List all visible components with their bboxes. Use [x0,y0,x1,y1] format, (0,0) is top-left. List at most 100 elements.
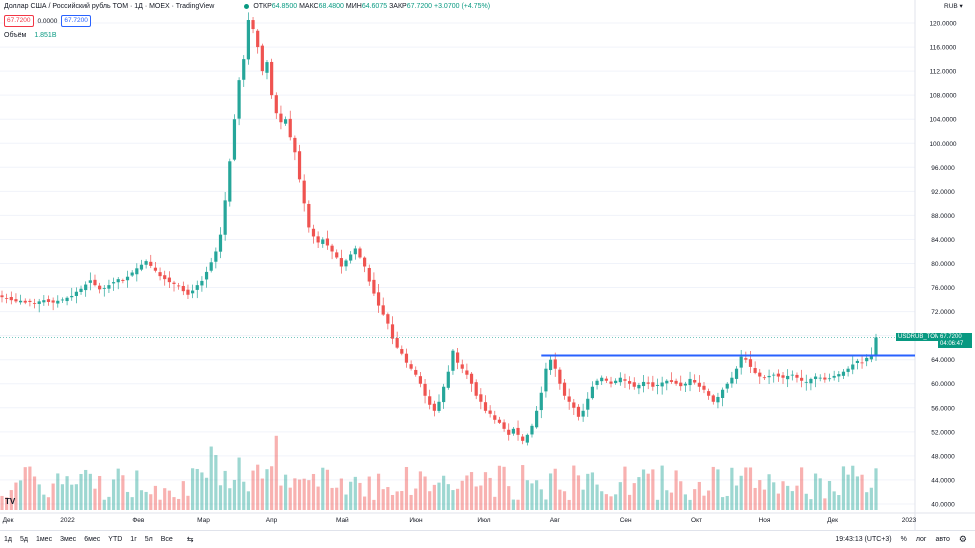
currency-selector[interactable]: RUB ▾ [944,3,963,10]
volume-bar [855,476,860,510]
volume-bar [428,491,432,510]
timeframe-5d[interactable]: 5д [19,536,28,543]
candle-body [846,368,850,372]
volume-bar [149,494,153,510]
clock[interactable]: 19:43:13 (UTC+3) [835,536,892,543]
candle-body [530,425,534,435]
y-tick-label: 92.0000 [931,189,955,196]
candle-body [42,300,46,303]
volume-bar [720,497,725,510]
volume-bar [18,480,23,510]
timeframe-all[interactable]: Все [160,536,173,543]
candle-body [628,381,632,384]
volume-bar [256,464,260,510]
timeframe-1y[interactable]: 1г [130,536,137,543]
x-tick-label: Мар [197,517,210,524]
volume-bar [191,468,195,510]
volume-bar [330,487,334,510]
candle-body [404,353,409,363]
candle-body [125,276,130,281]
sell-button[interactable]: 67.7200 [4,15,34,27]
volume-bar [790,491,794,510]
volume-bar [228,488,232,510]
candle-body [744,358,748,360]
timeframe-ytd[interactable]: YTD [108,536,123,543]
candle-body [674,380,678,384]
auto-toggle[interactable]: авто [935,536,950,543]
candle-body [832,375,836,378]
volume-bar [786,485,790,510]
volume-bar [632,483,636,510]
volume-bar [841,466,846,510]
candle-body [107,285,111,289]
buy-button[interactable]: 67.7200 [61,15,91,27]
volume-bar [511,499,515,510]
volume-bar [497,465,502,510]
volume-bar [535,480,539,510]
volume-bar [711,466,715,510]
candle-body [660,382,664,387]
volume-bar [525,480,529,510]
volume-bar [404,466,409,510]
candle-body [804,381,808,383]
candle-body [502,422,506,429]
timeframe-1d[interactable]: 1д [4,536,12,543]
volume-bar [367,476,371,510]
volume-bar [548,473,553,510]
percent-toggle[interactable]: % [900,536,907,543]
y-tick-label: 88.0000 [931,213,955,220]
volume-bar [451,490,455,510]
volume-bar [442,475,446,510]
candle-body [163,275,167,280]
candle-body [800,377,804,381]
timeframe-1m[interactable]: 1мес [35,536,53,543]
volume-bar [679,481,683,510]
candle-body [372,279,376,294]
volume-bar [344,494,348,510]
candle-body [604,378,608,381]
volume-bar [651,469,655,510]
y-tick-label: 56.0000 [931,405,955,412]
volume-bar [530,483,534,510]
bottom-toolbar: 1д 5д 1мес 3мес 6мес YTD 1г 5л Все ⇆ 19:… [0,530,975,548]
date-range-icon[interactable]: ⇆ [186,535,194,544]
candle-body [265,62,269,73]
volume-bar [307,480,311,510]
candle-body [367,267,371,282]
candle-body [669,380,674,382]
candle-body [813,376,818,380]
candle-body [600,377,604,382]
timeframe-3m[interactable]: 3мес [60,536,77,543]
volume-bar [614,494,618,510]
volume-bar [846,474,850,510]
log-toggle[interactable]: лог [915,536,927,543]
volume-bar [609,496,613,510]
candle-body [93,279,97,286]
candle-body [200,280,204,286]
volume-bar [730,467,734,510]
volume-bar [493,496,497,510]
volume-bar [618,482,622,510]
y-tick-label: 52.0000 [931,429,955,436]
volume-bar [316,486,320,510]
volume-bar [772,482,776,510]
candle-body [130,272,134,276]
volume-bar [716,469,720,510]
x-tick-label: Окт [691,517,702,524]
volume-bar [204,477,209,510]
timeframe-6m[interactable]: 6мес [84,536,101,543]
volume-bar [693,489,697,510]
timeframe-5y[interactable]: 5л [144,536,153,543]
candle-body [455,352,460,363]
volume-bar [116,468,120,510]
gear-icon[interactable]: ⚙ [958,534,967,544]
volume-bar [479,485,483,510]
volume-bar [279,485,283,510]
volume-bar [581,489,585,510]
volume-bar [837,495,841,510]
candle-body [595,380,599,385]
candle-body [18,300,23,303]
x-tick-label: Ноя [759,517,771,524]
candle-body [511,428,515,434]
